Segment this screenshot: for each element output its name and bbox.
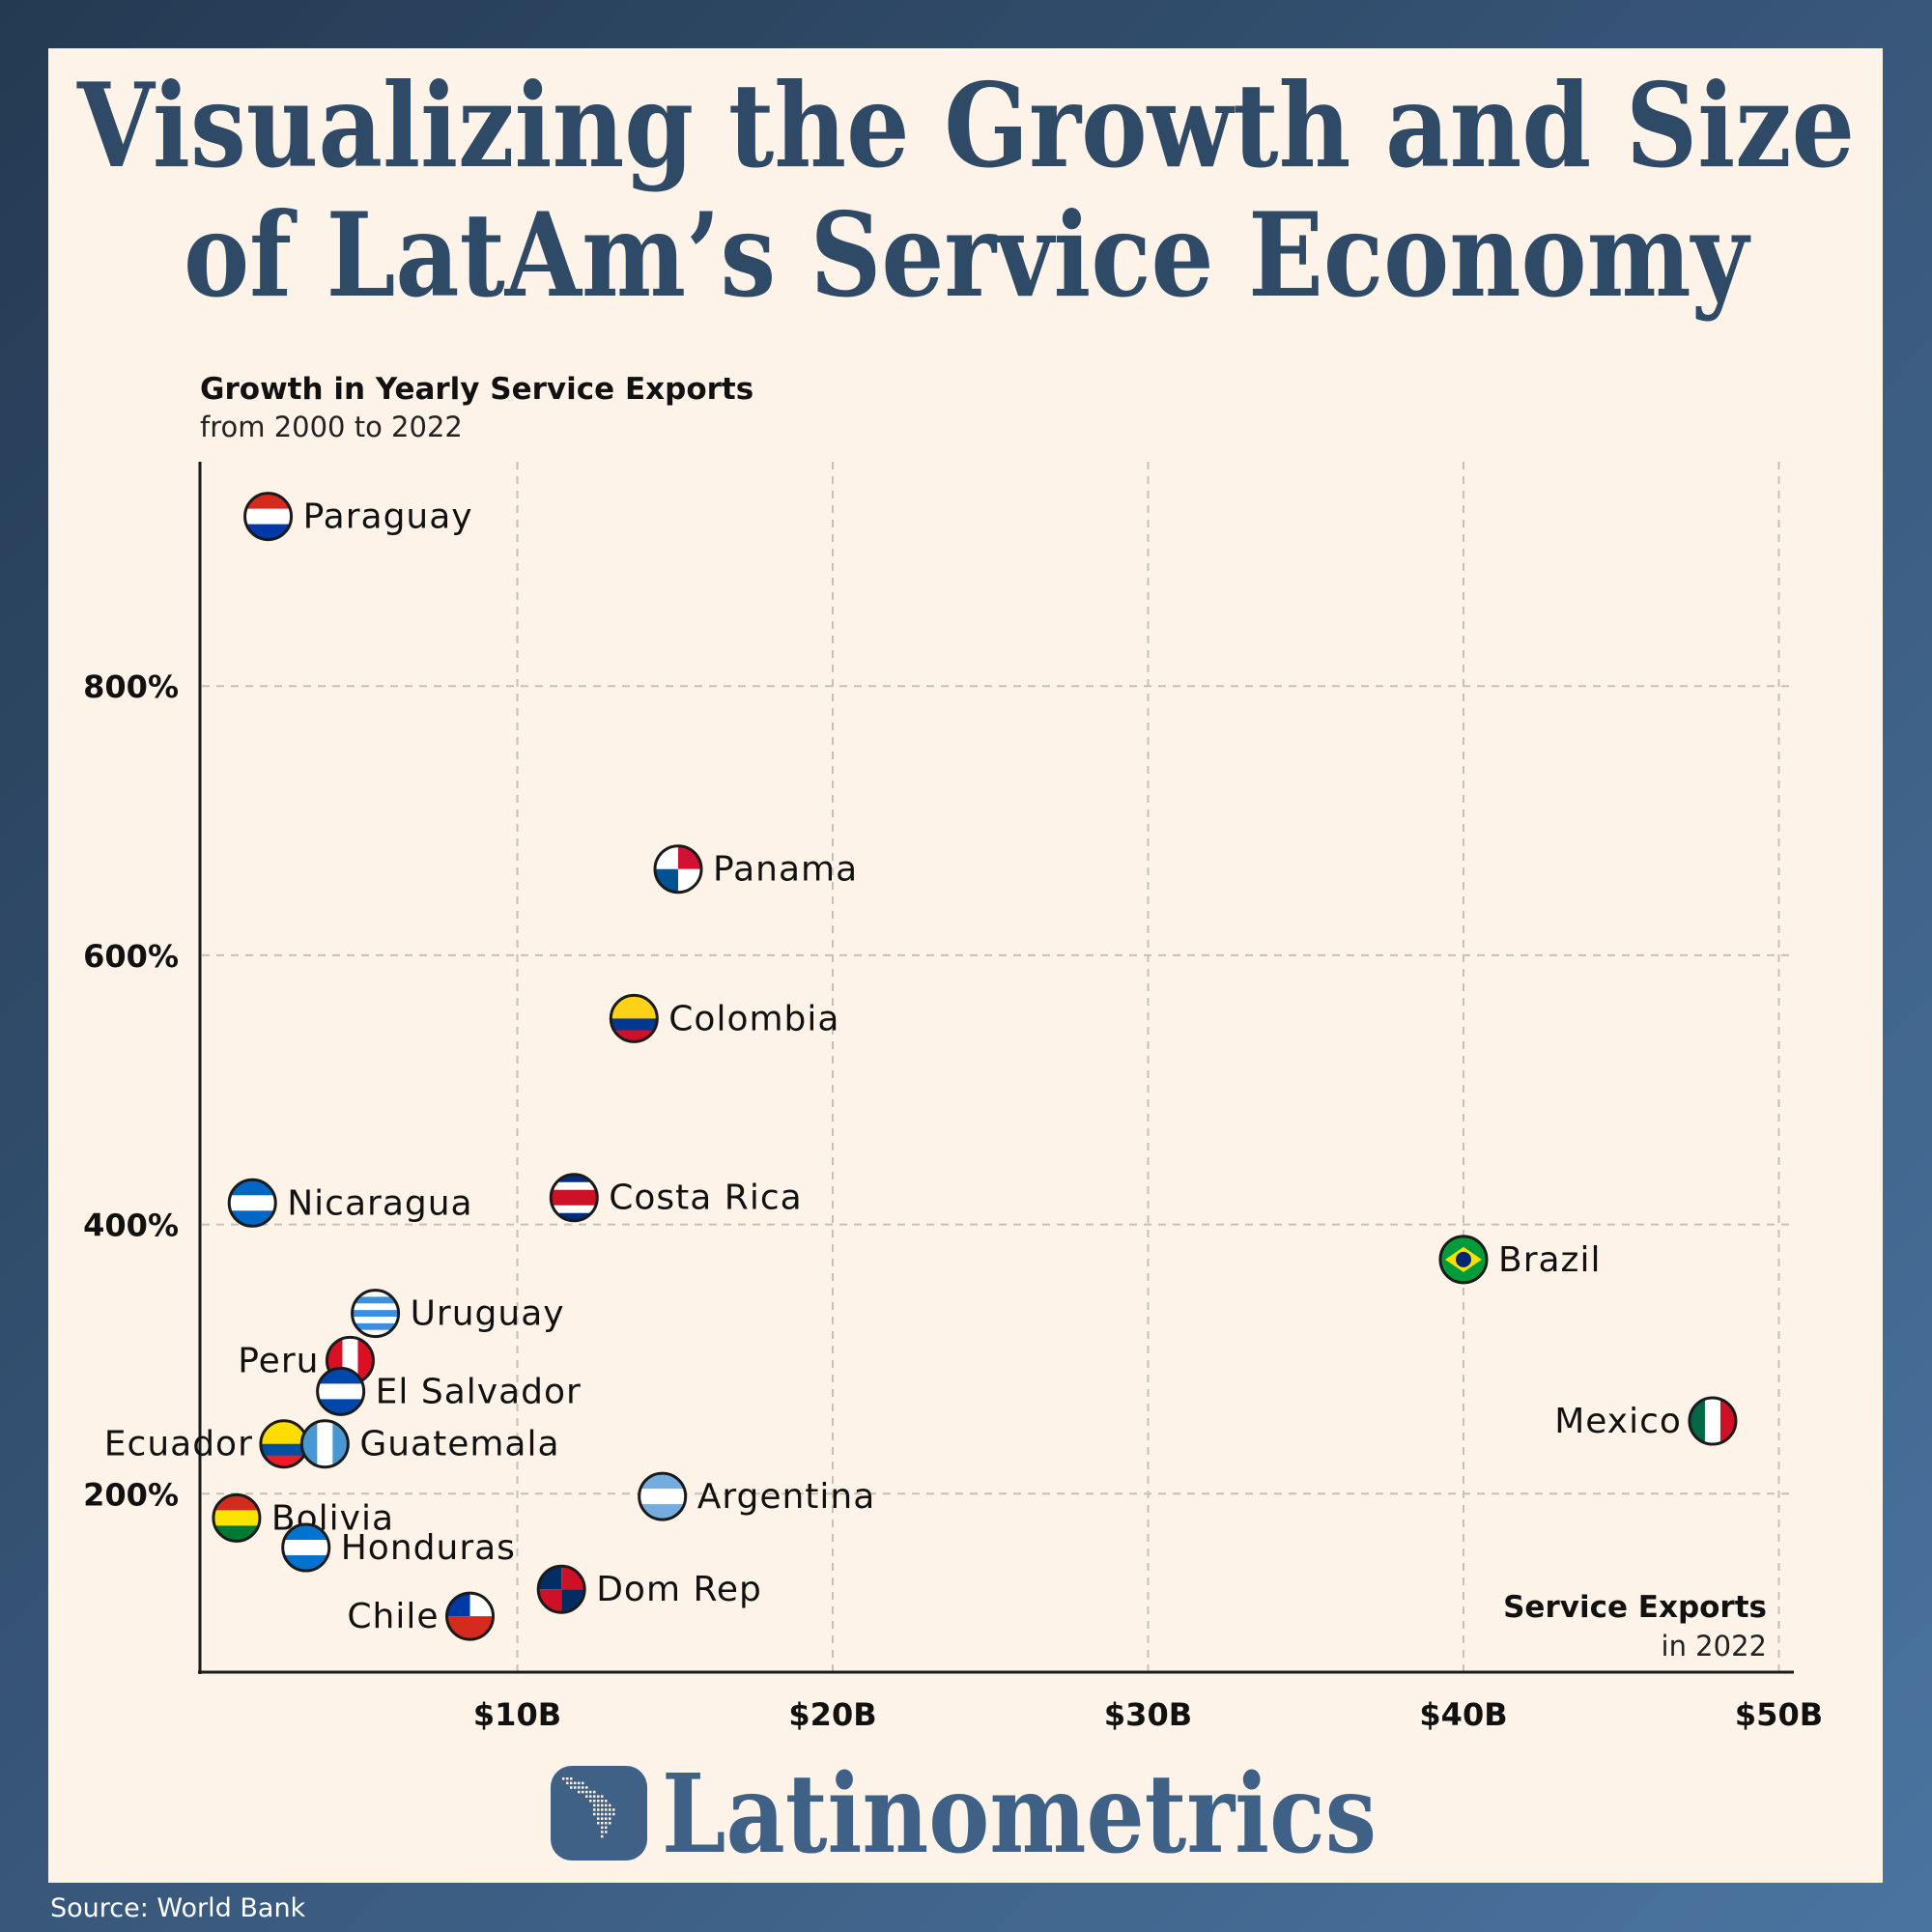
point-label: Colombia	[668, 999, 839, 1038]
y-tick-label: 200%	[83, 1476, 179, 1513]
point-label: Mexico	[1554, 1402, 1682, 1441]
gridlines	[202, 462, 1794, 1672]
point-panama: Panama	[653, 844, 858, 895]
point-label: Honduras	[341, 1528, 516, 1568]
point-costa-rica: Costa Rica	[549, 1173, 802, 1223]
flag-icon	[551, 1174, 598, 1221]
x-tick-label: $30B	[1104, 1696, 1192, 1733]
point-label: El Salvador	[376, 1372, 582, 1411]
point-label: Peru	[238, 1341, 319, 1380]
y-axis-subtitle: from 2000 to 2022	[200, 411, 463, 443]
point-label: Nicaragua	[287, 1183, 472, 1223]
point-label: Uruguay	[411, 1294, 565, 1334]
source-note: Source: World Bank	[50, 1893, 306, 1923]
x-tick-label: $20B	[788, 1696, 876, 1733]
point-paraguay: Paraguay	[243, 492, 473, 542]
x-tick-label: $50B	[1735, 1696, 1823, 1733]
flag-icon	[352, 1290, 399, 1337]
point-nicaragua: Nicaragua	[227, 1178, 472, 1228]
point-colombia: Colombia	[609, 993, 839, 1043]
card-background	[48, 48, 1883, 1883]
y-tick-label: 600%	[83, 938, 179, 975]
brand-logo: Latinometrics	[551, 1751, 1377, 1878]
x-axis-title: Service Exports	[1503, 1590, 1767, 1625]
point-label: Costa Rica	[609, 1179, 802, 1218]
point-label: Dom Rep	[596, 1570, 762, 1609]
title-line-1: Visualizing the Growth and Size	[76, 58, 1855, 194]
point-guatemala: Guatemala	[299, 1419, 559, 1469]
point-ecuador: Ecuador	[104, 1419, 309, 1469]
point-dom-rep: Dom Rep	[536, 1564, 762, 1614]
point-mexico: Mexico	[1554, 1396, 1738, 1446]
y-tick-label: 400%	[83, 1208, 179, 1244]
point-label: Paraguay	[303, 497, 473, 537]
title-line-2: of LatAm’s Service Economy	[184, 187, 1751, 324]
point-chile: Chile	[347, 1591, 496, 1641]
point-label: Chile	[347, 1597, 439, 1636]
point-label: Panama	[713, 850, 858, 890]
point-honduras: Honduras	[281, 1522, 516, 1573]
point-label: Argentina	[697, 1477, 876, 1517]
x-axis-subtitle: in 2022	[1662, 1630, 1767, 1662]
data-points: Paraguay Panama Colombia Nicaragua Costa Ric…	[104, 492, 1738, 1641]
x-tick-label: $10B	[473, 1696, 561, 1733]
y-axis-title: Growth in Yearly Service Exports	[200, 372, 753, 407]
point-uruguay: Uruguay	[351, 1289, 565, 1339]
point-el-salvador: El Salvador	[316, 1366, 582, 1416]
point-argentina: Argentina	[638, 1471, 876, 1521]
y-tick-label: 800%	[83, 668, 179, 705]
point-brazil: Brazil	[1438, 1235, 1601, 1285]
point-label: Guatemala	[359, 1425, 559, 1464]
point-label: Brazil	[1498, 1240, 1601, 1280]
point-label: Ecuador	[104, 1425, 253, 1464]
x-tick-label: $40B	[1419, 1696, 1507, 1733]
tick-labels: $10B $20B $30B $40B $50B 200% 400% 600% 800%	[83, 668, 1823, 1733]
brand-name: Latinometrics	[662, 1751, 1377, 1878]
